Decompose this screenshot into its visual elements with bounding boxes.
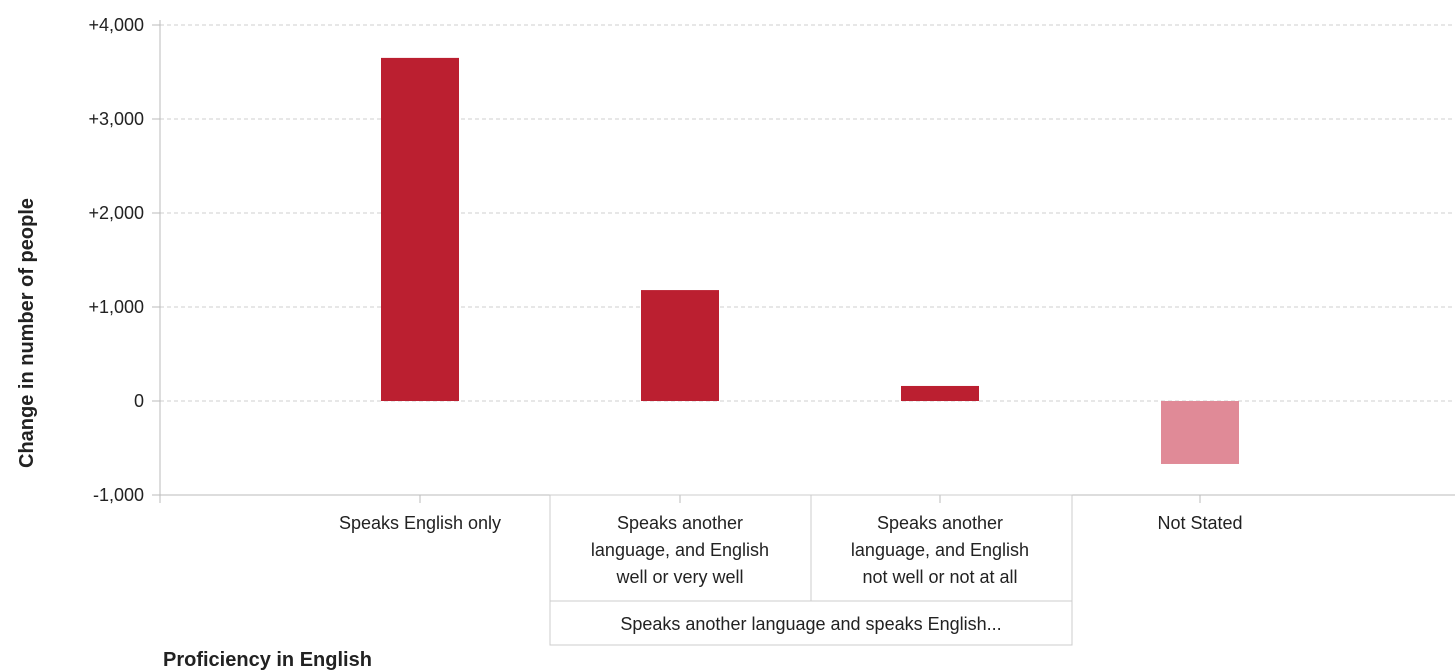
x-category-label-line: language, and English bbox=[591, 540, 769, 560]
x-category-label: Speaks another language, and English not w… bbox=[851, 513, 1029, 587]
group-label: Speaks another language and speaks Engli… bbox=[620, 614, 1001, 634]
y-tick-label: +4,000 bbox=[88, 15, 144, 35]
y-tick-labels: +4,000 +3,000 +2,000 +1,000 0 -1,000 bbox=[88, 15, 160, 505]
x-category-label-line: well or very well bbox=[615, 567, 743, 587]
bars bbox=[381, 57, 1239, 464]
x-category-label: Speaks another language, and English well … bbox=[591, 513, 769, 587]
x-category-label: Speaks English only bbox=[339, 513, 501, 533]
x-category-label: Not Stated bbox=[1157, 513, 1242, 533]
x-category-label-line: language, and English bbox=[851, 540, 1029, 560]
y-tick-label: +2,000 bbox=[88, 203, 144, 223]
x-axis-title: Proficiency in English bbox=[163, 649, 372, 671]
x-category-label-line: not well or not at all bbox=[862, 567, 1017, 587]
axes bbox=[159, 20, 1455, 503]
bar[interactable] bbox=[1161, 401, 1239, 464]
x-category-labels: Speaks English only Speaks another languag… bbox=[339, 513, 1243, 587]
x-category-label-line: Speaks another bbox=[617, 513, 743, 533]
x-category-label-line: Not Stated bbox=[1157, 513, 1242, 533]
bar[interactable] bbox=[901, 385, 979, 401]
x-category-label-line: Speaks another bbox=[877, 513, 1003, 533]
y-tick-label: -1,000 bbox=[93, 485, 144, 505]
y-axis-title: Change in number of people bbox=[16, 198, 38, 468]
y-tick-label: +1,000 bbox=[88, 297, 144, 317]
y-tick-label: +3,000 bbox=[88, 109, 144, 129]
y-tick-label: 0 bbox=[134, 391, 144, 411]
bar[interactable] bbox=[641, 290, 719, 401]
bar[interactable] bbox=[381, 57, 459, 402]
gridlines bbox=[160, 24, 1455, 402]
x-category-label-line: Speaks English only bbox=[339, 513, 501, 533]
